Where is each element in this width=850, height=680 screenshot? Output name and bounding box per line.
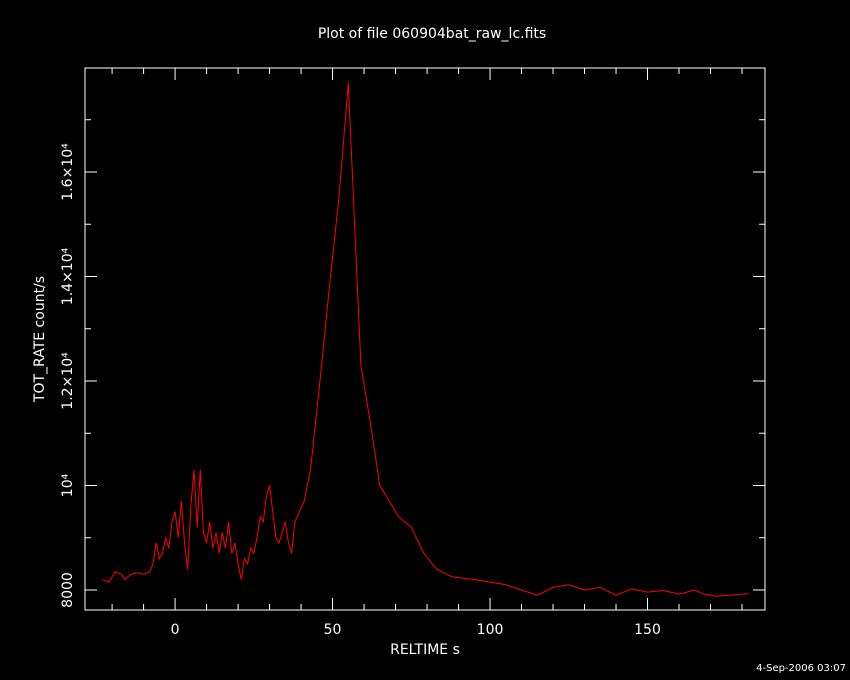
x-axis-label: RELTIME s <box>390 642 460 658</box>
y-tick-label: 1.2×10⁴ <box>60 352 76 410</box>
plot-frame <box>84 67 766 611</box>
footer-date: 4-Sep-2006 03:07 <box>756 663 846 674</box>
y-tick-label: 1.6×10⁴ <box>60 143 76 201</box>
x-tick-label: 150 <box>634 622 661 638</box>
chart-title: Plot of file 060904bat_raw_lc.fits <box>318 26 546 42</box>
y-tick-label: 8000 <box>60 572 76 608</box>
x-tick-label: 0 <box>171 622 180 638</box>
y-tick-label: 10⁴ <box>60 473 76 497</box>
y-axis-label: TOT_RATE count/s <box>32 276 48 403</box>
x-tick-label: 50 <box>324 622 342 638</box>
x-tick-label: 100 <box>477 622 504 638</box>
y-tick-label: 1.4×10⁴ <box>60 247 76 305</box>
data-line <box>102 83 749 597</box>
